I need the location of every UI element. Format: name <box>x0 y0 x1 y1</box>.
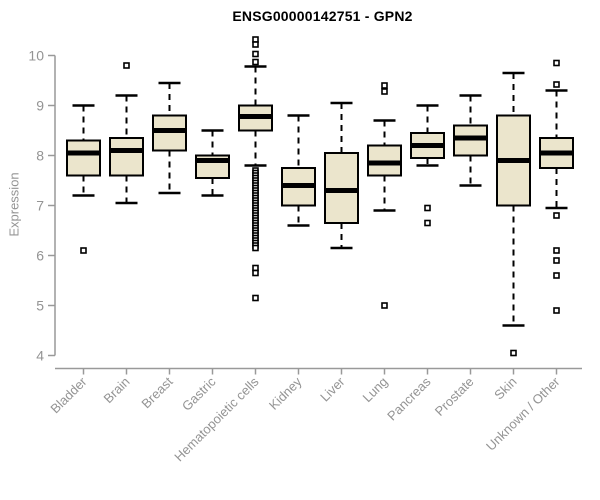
y-axis-label: Expression <box>6 172 22 237</box>
outlier-point <box>424 219 431 227</box>
category-label: Pancreas <box>384 374 434 424</box>
category-label: Skin <box>491 374 519 402</box>
category-label: Breast <box>138 374 175 411</box>
outlier-point <box>381 88 388 95</box>
outlier-point <box>80 247 87 254</box>
y-tick-label: 7 <box>36 197 44 213</box>
y-tick-label: 8 <box>36 147 44 163</box>
outlier-point <box>510 349 517 357</box>
outlier-point <box>553 307 560 314</box>
outlier-point <box>252 58 259 66</box>
category-label: Lung <box>360 374 391 405</box>
category-label: Bladder <box>47 374 90 417</box>
outlier-point <box>553 212 560 219</box>
y-tick-label: 5 <box>36 297 44 313</box>
category-label: Brain <box>101 374 133 406</box>
outlier-point <box>553 59 560 67</box>
outlier-point <box>424 204 431 212</box>
iqr-box <box>66 139 101 177</box>
outlier-point <box>381 302 388 309</box>
outlier-point <box>553 81 560 88</box>
outlier-point <box>123 62 130 69</box>
outlier-point <box>252 294 259 302</box>
chart-title: ENSG00000142751 - GPN2 <box>232 8 413 24</box>
y-tick-label: 9 <box>36 97 44 113</box>
y-tick-label: 4 <box>36 347 44 363</box>
outlier-point <box>381 82 388 89</box>
y-tick-label: 10 <box>28 47 44 63</box>
outlier-point <box>252 269 259 277</box>
category-label: Prostate <box>432 374 477 419</box>
outlier-point <box>252 50 259 58</box>
outlier-point <box>252 244 259 252</box>
outlier-point <box>553 257 560 264</box>
y-tick-label: 6 <box>36 247 44 263</box>
category-label: Gastric <box>179 374 219 414</box>
category-label: Unknown / Other <box>483 374 563 454</box>
category-label: Liver <box>317 374 348 405</box>
category-label: Hematopoietic cells <box>171 374 262 465</box>
outlier-point <box>252 41 259 48</box>
iqr-box <box>109 137 144 177</box>
category-label: Kidney <box>266 374 305 413</box>
outlier-point <box>553 247 560 254</box>
outlier-point <box>553 272 560 279</box>
